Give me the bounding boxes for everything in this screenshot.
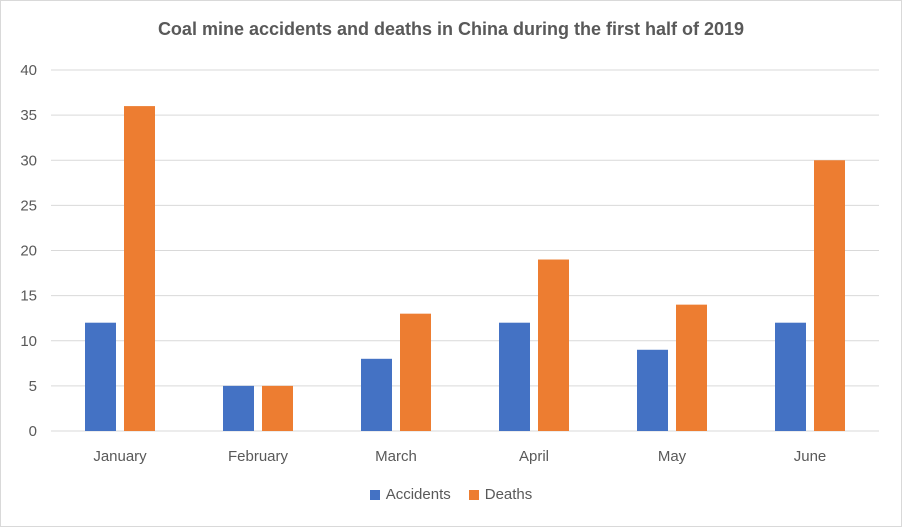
bar-deaths-march [400,313,431,431]
bar-accidents-june [775,322,806,431]
bar-deaths-june [814,160,845,431]
bar-accidents-march [361,358,392,431]
bar-accidents-may [637,349,668,431]
x-tick-label-january: January [93,448,147,465]
y-tick-label-15: 15 [20,288,37,305]
x-tick-label-may: May [658,448,687,465]
y-tick-label-30: 30 [20,152,37,169]
legend-label-deaths: Deaths [484,486,533,503]
legend-swatch-deaths [468,489,479,500]
bar-deaths-april [538,259,569,431]
x-tick-label-april: April [519,448,549,465]
y-tick-label-25: 25 [20,197,37,214]
chart-legend: Accidents Deaths [1,486,901,503]
x-tick-label-february: February [228,448,289,465]
bar-accidents-january [85,322,116,431]
y-tick-label-40: 40 [20,62,37,79]
legend-swatch-accidents [369,489,380,500]
legend-item-deaths: Deaths [468,486,533,503]
y-tick-label-35: 35 [20,107,37,124]
bar-deaths-february [262,385,293,431]
x-tick-label-june: June [794,448,827,465]
bar-accidents-february [223,385,254,431]
legend-label-accidents: Accidents [385,486,451,503]
y-tick-label-20: 20 [20,243,37,260]
x-tick-label-march: March [375,448,417,465]
bar-accidents-april [499,322,530,431]
y-tick-label-5: 5 [29,378,37,395]
legend-item-accidents: Accidents [369,486,451,503]
y-tick-label-0: 0 [29,423,37,440]
bar-deaths-january [124,106,155,431]
y-tick-label-10: 10 [20,333,37,350]
bar-deaths-may [676,304,707,431]
chart-title: Coal mine accidents and deaths in China … [157,19,745,39]
